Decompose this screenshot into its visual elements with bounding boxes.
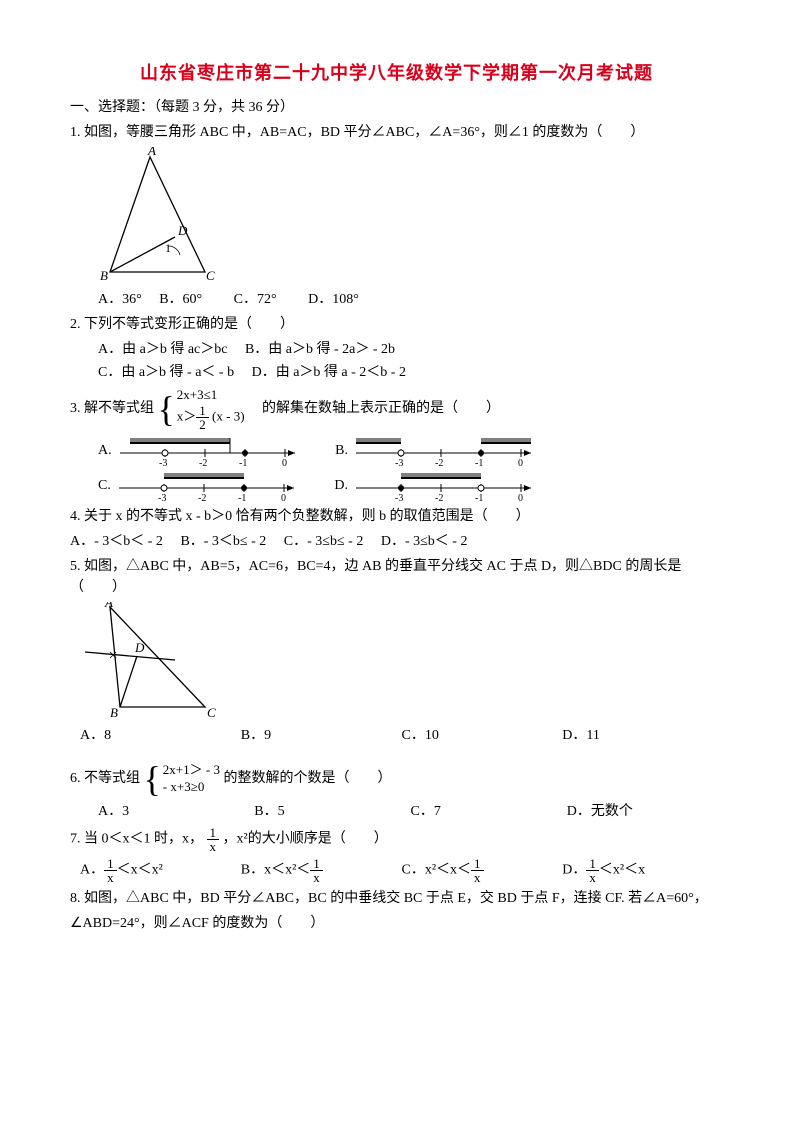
q4-A: A．- 3＜b＜ - 2 [70, 534, 163, 549]
q2-B: B．由 a＞b 得 - 2a＞ - 2b [245, 342, 395, 357]
q7-B: B．x＜x²＜1x [241, 857, 402, 884]
question-5: 5. 如图，△ABC 中，AB=5，AC=6，BC=4，边 AB 的垂直平分线交… [70, 556, 723, 598]
q4-C: C．- 3≤b≤ - 2 [284, 534, 364, 549]
svg-text:-1: -1 [238, 493, 246, 502]
numberline-C: -3 -2 -1 0 [114, 470, 304, 502]
q3-A: A. [98, 443, 112, 458]
svg-text:-2: -2 [435, 458, 443, 467]
q3-pre: 3. 解不等式组 [70, 401, 154, 416]
q3-B: B. [335, 443, 348, 458]
q3-post: 的解集在数轴上表示正确的是（ ） [262, 401, 500, 416]
question-4: 4. 关于 x 的不等式 x - b＞0 恰有两个负整数解，则 b 的取值范围是… [70, 506, 723, 527]
svg-text:-3: -3 [159, 458, 167, 467]
q7-A: A．1x＜x＜x² [80, 857, 241, 884]
q5-A: A．8 [80, 725, 241, 746]
svg-text:0: 0 [281, 493, 286, 502]
brace-icon: { [158, 391, 175, 427]
numberline-D: -3 -2 -1 0 [351, 470, 541, 502]
svg-text:-3: -3 [395, 493, 403, 502]
svg-text:-1: -1 [475, 493, 483, 502]
q2-C: C．由 a＞b 得 - a＜ - b [98, 365, 234, 380]
q6-line2: - x+3≥0 [163, 779, 205, 794]
svg-text:-1: -1 [239, 458, 247, 467]
svg-text:C: C [207, 705, 216, 720]
q7-C: C．x²＜x＜1x [402, 857, 563, 884]
svg-text:-3: -3 [158, 493, 166, 502]
q3-line2-suf: (x - 3) [209, 408, 245, 423]
q3-D: D. [334, 478, 348, 493]
q7-mid: ，x²的大小顺序是（ ） [223, 832, 388, 847]
question-6: 6. 不等式组 { 2x+1＞ - 3 - x+3≥0 的整数解的个数是（ ） [70, 761, 723, 797]
svg-text:1: 1 [165, 241, 171, 255]
question-1: 1. 如图，等腰三角形 ABC 中，AB=AC，BD 平分∠ABC，∠A=36°… [70, 122, 723, 143]
q6-options: A．3 B．5 C．7 D．无数个 [70, 801, 723, 822]
svg-text:0: 0 [518, 458, 523, 467]
q4-options: A．- 3＜b＜ - 2 B．- 3＜b≤ - 2 C．- 3≤b≤ - 2 D… [70, 531, 723, 552]
svg-text:B: B [100, 268, 108, 283]
q5-C: C．10 [402, 725, 563, 746]
question-8-l1: 8. 如图，△ABC 中，BD 平分∠ABC，BC 的中垂线交 BC 于点 E，… [70, 888, 723, 909]
question-3: 3. 解不等式组 { 2x+3≤1 x＞12 (x - 3) 的解集在数轴上表示… [70, 387, 723, 431]
q3-line1: 2x+3≤1 [177, 387, 217, 402]
q6-B: B．5 [254, 801, 410, 822]
q2-opts-2: C．由 a＞b 得 - a＜ - b D．由 a＞b 得 a - 2＜b - 2 [70, 362, 723, 383]
page-title: 山东省枣庄市第二十九中学八年级数学下学期第一次月考试题 [70, 60, 723, 87]
q4-D: D．- 3≤b＜ - 2 [381, 534, 468, 549]
numberline-B: -3 -2 -1 0 [351, 435, 541, 467]
svg-text:-2: -2 [435, 493, 443, 502]
svg-text:D: D [134, 640, 145, 655]
q3-C: C. [98, 478, 111, 493]
svg-text:B: B [110, 705, 118, 720]
question-2: 2. 下列不等式变形正确的是（ ） [70, 314, 723, 335]
q4-B: B．- 3＜b≤ - 2 [180, 534, 266, 549]
q5-options: A．8 B．9 C．10 D．11 [70, 725, 723, 746]
q5-figure: A B C D [80, 602, 230, 722]
q7-options: A．1x＜x＜x² B．x＜x²＜1x C．x²＜x＜1x D．1x＜x²＜x [70, 857, 723, 884]
svg-text:0: 0 [518, 493, 523, 502]
svg-text:A: A [147, 147, 156, 158]
q6-line1: 2x+1＞ - 3 [163, 762, 220, 777]
q5-B: B．9 [241, 725, 402, 746]
svg-text:-1: -1 [475, 458, 483, 467]
q1-A: A．36° [98, 292, 142, 307]
q6-pre: 6. 不等式组 [70, 771, 140, 786]
q7-pre: 7. 当 0＜x＜1 时，x， [70, 832, 203, 847]
q6-A: A．3 [98, 801, 254, 822]
q2-opts-1: A．由 a＞b 得 ac＞bc B．由 a＞b 得 - 2a＞ - 2b [70, 339, 723, 360]
q1-B: B．60° [159, 292, 202, 307]
q3-line2-pre: x＞ [177, 408, 197, 423]
q1-figure: A B C D 1 [90, 147, 230, 287]
question-8-l2: ∠ABD=24°，则∠ACF 的度数为（ ） [70, 913, 723, 934]
q2-D: D．由 a＞b 得 a - 2＜b - 2 [252, 365, 406, 380]
q6-C: C．7 [411, 801, 567, 822]
q1-D: D．108° [308, 292, 359, 307]
question-7: 7. 当 0＜x＜1 时，x， 1x ，x²的大小顺序是（ ） [70, 826, 723, 853]
q3-frac-den: 2 [196, 418, 209, 431]
svg-text:A: A [104, 602, 113, 610]
q1-options: A．36° B．60° C．72° D．108° [70, 289, 723, 310]
q6-D: D．无数个 [567, 801, 723, 822]
svg-text:C: C [206, 268, 215, 283]
q5-D: D．11 [562, 725, 723, 746]
svg-text:0: 0 [282, 458, 287, 467]
svg-text:D: D [177, 223, 188, 238]
q2-A: A．由 a＞b 得 ac＞bc [98, 342, 227, 357]
q1-C: C．72° [234, 292, 277, 307]
svg-text:-2: -2 [199, 458, 207, 467]
svg-text:-3: -3 [395, 458, 403, 467]
q7-frac-den: x [207, 840, 220, 853]
q6-post: 的整数解的个数是（ ） [223, 771, 391, 786]
q3-frac-num: 1 [196, 404, 209, 418]
brace-icon: { [144, 761, 161, 797]
numberline-A: -3 -2 -1 0 [115, 435, 305, 467]
section-heading: 一、选择题：（每题 3 分，共 36 分） [70, 97, 723, 118]
svg-text:-2: -2 [198, 493, 206, 502]
q7-frac-num: 1 [207, 826, 220, 840]
q7-D: D．1x＜x²＜x [562, 857, 723, 884]
